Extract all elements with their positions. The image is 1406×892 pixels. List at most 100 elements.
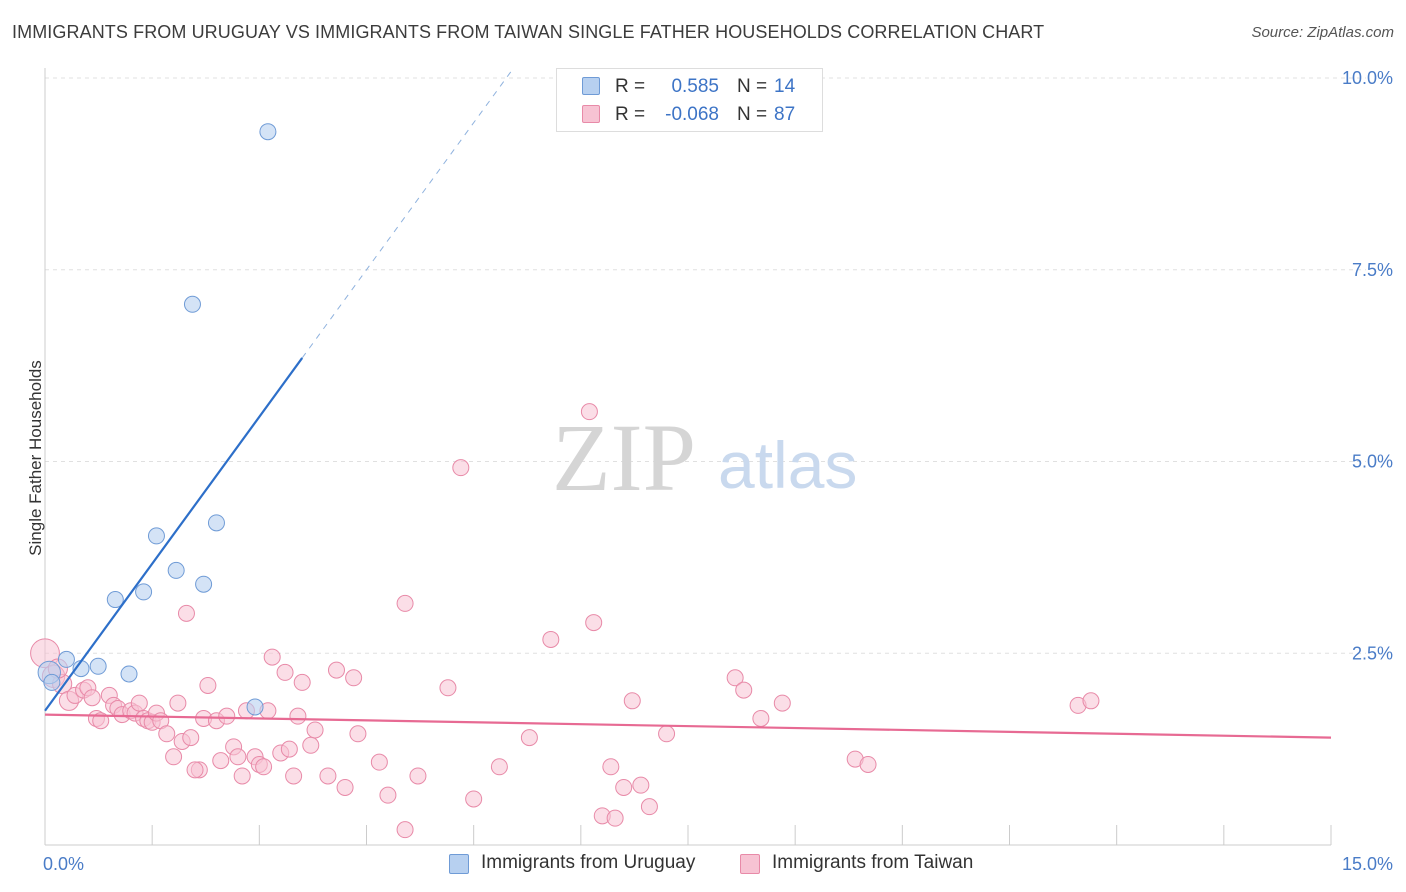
uruguay-point	[183, 295, 201, 313]
watermark-zip: ZIP	[552, 404, 696, 511]
uruguay-point	[147, 527, 165, 545]
taiwan-point	[177, 604, 195, 622]
x-tick-label: 15.0%	[1342, 854, 1393, 874]
series-uruguay-points	[37, 123, 277, 716]
uruguay-point	[167, 561, 185, 579]
taiwan-swatch	[582, 105, 600, 123]
uruguay-point	[106, 591, 124, 609]
taiwan-point	[773, 694, 791, 712]
gridlines	[45, 77, 1366, 654]
taiwan-point	[490, 758, 508, 776]
n-value: 87	[774, 104, 796, 125]
taiwan-point	[293, 673, 311, 691]
taiwan-point	[306, 721, 324, 739]
y-axis-label: Single Father Households	[26, 360, 45, 556]
r-value: 0.585	[671, 76, 719, 97]
y-axis-label-wrap: Single Father Households	[6, 0, 46, 892]
legend-row-uruguay: R = 0.585 N = 14	[557, 73, 822, 99]
y-tick-label: 5.0%	[1352, 452, 1393, 472]
taiwan-point	[542, 630, 560, 648]
watermark: ZIP atlas	[552, 404, 857, 511]
uruguay-point	[57, 650, 75, 668]
n-label: N =	[737, 104, 768, 125]
uruguay-point	[195, 575, 213, 593]
y-tick-label: 7.5%	[1352, 260, 1393, 280]
taiwan-point	[182, 729, 200, 747]
taiwan-point	[289, 707, 307, 725]
taiwan-point	[658, 725, 676, 743]
taiwan-point	[602, 758, 620, 776]
taiwan-point	[859, 755, 877, 773]
taiwan-point	[379, 786, 397, 804]
taiwan-point	[752, 709, 770, 727]
taiwan-point	[186, 761, 204, 779]
taiwan-point	[623, 692, 641, 710]
taiwan-point	[1082, 692, 1100, 710]
taiwan-point	[615, 778, 633, 796]
uruguay-trend-extension	[301, 69, 513, 359]
taiwan-point	[302, 736, 320, 754]
taiwan-point	[319, 767, 337, 785]
taiwan-point	[452, 459, 470, 477]
taiwan-point	[263, 648, 281, 666]
taiwan-point	[83, 689, 101, 707]
uruguay-point	[89, 657, 107, 675]
taiwan-point	[349, 725, 367, 743]
legend-row-taiwan: R = -0.068 N = 87	[557, 101, 822, 127]
taiwan-point	[165, 748, 183, 766]
r-value: -0.068	[665, 104, 719, 125]
taiwan-point	[396, 594, 414, 612]
taiwan-point	[580, 403, 598, 421]
n-value: 14	[774, 76, 796, 97]
taiwan-legend-swatch	[740, 854, 760, 874]
n-label: N =	[737, 76, 768, 97]
taiwan-point	[585, 614, 603, 632]
r-label: R =	[615, 104, 646, 125]
taiwan-point	[640, 798, 658, 816]
correlation-legend: R = 0.585 N = 14 R = -0.068 N = 87	[556, 68, 823, 132]
uruguay-legend-swatch	[449, 854, 469, 874]
taiwan-point	[465, 790, 483, 808]
uruguay-point	[259, 123, 277, 141]
taiwan-point	[233, 767, 251, 785]
taiwan-point	[276, 663, 294, 681]
taiwan-point	[396, 821, 414, 839]
taiwan-point	[229, 748, 247, 766]
series-taiwan-points	[30, 403, 1100, 839]
taiwan-point	[199, 676, 217, 694]
taiwan-point	[409, 767, 427, 785]
trend-lines	[44, 69, 1332, 739]
uruguay-point	[135, 583, 153, 601]
taiwan-point	[158, 725, 176, 743]
taiwan-point	[345, 669, 363, 687]
uruguay-point	[207, 514, 225, 532]
y-tick-label: 10.0%	[1342, 68, 1393, 88]
taiwan-point	[280, 740, 298, 758]
taiwan-point	[606, 809, 624, 827]
taiwan-point	[130, 694, 148, 712]
taiwan-point	[336, 778, 354, 796]
taiwan-point	[735, 681, 753, 699]
uruguay-swatch	[582, 77, 600, 95]
uruguay-point	[246, 698, 264, 716]
uruguay-point	[43, 673, 61, 691]
taiwan-point	[726, 669, 744, 687]
source-label: Source: ZipAtlas.com	[1251, 24, 1394, 41]
legend-label-uruguay: Immigrants from Uruguay	[481, 852, 696, 873]
taiwan-point	[327, 661, 345, 679]
taiwan-point	[169, 694, 187, 712]
uruguay-trend-line	[44, 357, 304, 712]
taiwan-point	[632, 776, 650, 794]
legend-label-taiwan: Immigrants from Taiwan	[772, 852, 974, 873]
taiwan-trend-line	[44, 713, 1332, 739]
taiwan-point	[218, 707, 236, 725]
chart-title: IMMIGRANTS FROM URUGUAY VS IMMIGRANTS FR…	[12, 22, 1045, 42]
taiwan-point	[520, 729, 538, 747]
r-label: R =	[615, 76, 646, 97]
watermark-atlas: atlas	[718, 428, 857, 502]
taiwan-point	[370, 753, 388, 771]
uruguay-point	[120, 665, 138, 683]
taiwan-point	[255, 758, 273, 776]
series-legend: Immigrants from Uruguay Immigrants from …	[0, 852, 1406, 878]
